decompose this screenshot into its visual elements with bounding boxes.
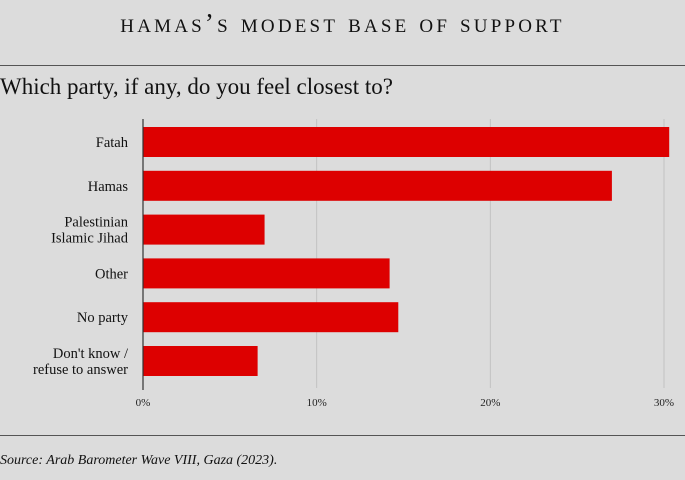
category-label: Palestinian Islamic Jihad <box>51 215 129 247</box>
footer-divider <box>0 435 685 436</box>
bar <box>143 302 399 333</box>
tick-label: 30% <box>654 397 674 409</box>
category-label: No party <box>77 310 129 326</box>
category-label: Don't know / refuse to answer <box>33 346 129 378</box>
bar <box>143 170 612 201</box>
tick-label: 0% <box>136 397 151 409</box>
tick-label: 10% <box>307 397 327 409</box>
category-labels: Fatah Hamas Palestinian Islamic Jihad Other N… <box>33 135 129 378</box>
category-label: Hamas <box>88 179 129 195</box>
bar <box>143 346 258 376</box>
bar <box>143 127 670 157</box>
tick-labels: 0% 10% 20% 30% <box>136 397 674 409</box>
chart-title: Hamas’s Modest Base of Support <box>120 8 565 38</box>
bars <box>143 127 670 376</box>
source-note: Source: Arab Barometer Wave VIII, Gaza (… <box>0 453 278 468</box>
category-label: Fatah <box>96 135 129 151</box>
title-divider <box>0 65 685 66</box>
bar <box>143 214 265 245</box>
chart-subtitle: Which party, if any, do you feel closest… <box>0 74 393 99</box>
bar <box>143 258 390 289</box>
tick-label: 20% <box>480 397 500 409</box>
gridlines <box>316 119 665 388</box>
bar-chart: Fatah Hamas Palestinian Islamic Jihad Other N… <box>33 119 674 409</box>
category-label: Other <box>95 266 128 282</box>
